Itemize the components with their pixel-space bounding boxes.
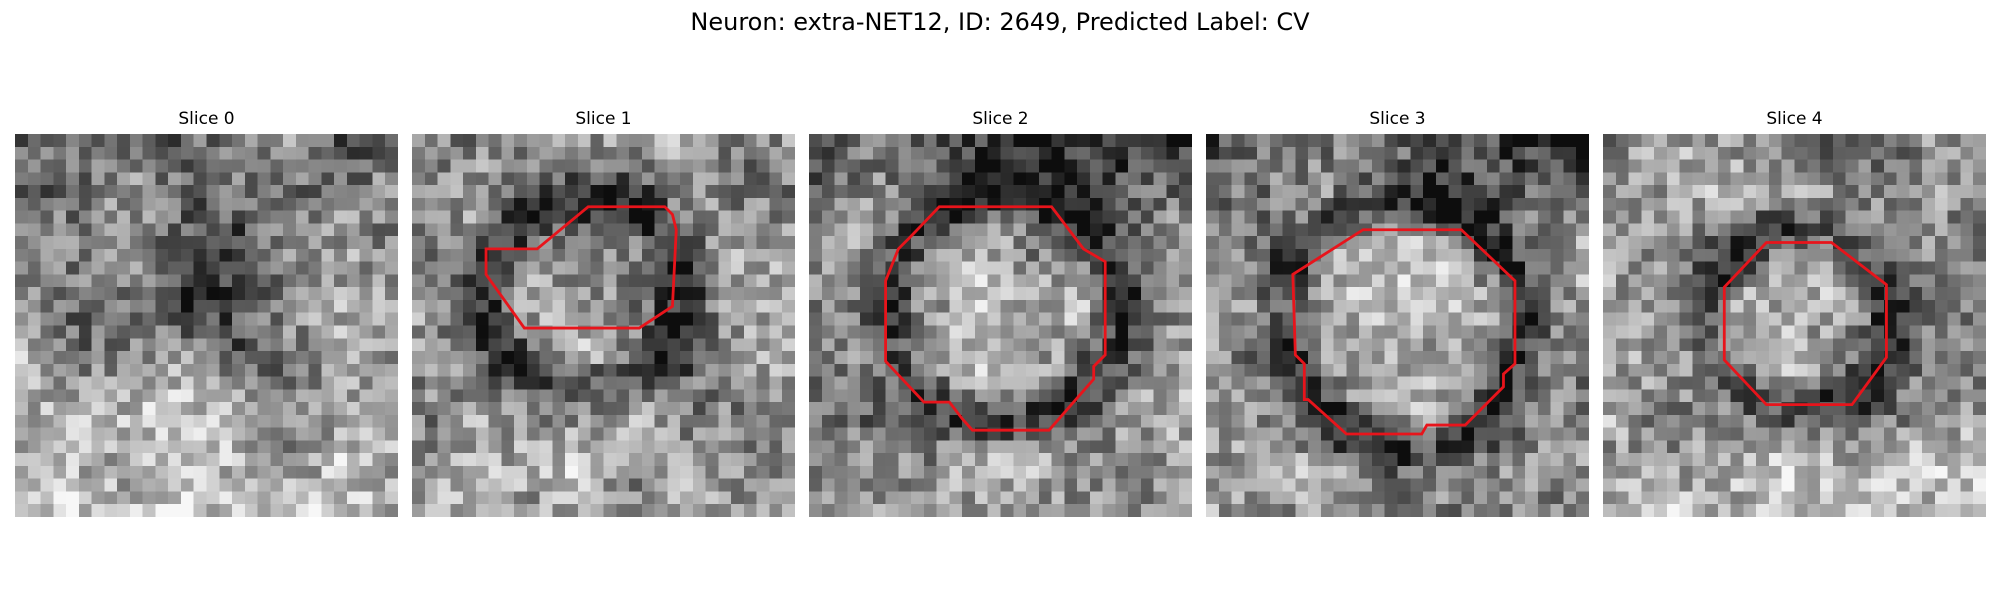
slice-panel-2: Slice 2 [809, 108, 1192, 517]
cell-contour-outline [1291, 228, 1517, 436]
figure-title: Neuron: extra-NET12, ID: 2649, Predicted… [690, 8, 1310, 36]
slice-image-4 [1603, 134, 1986, 517]
cell-contour-outline [484, 205, 678, 330]
slice-panel-1: Slice 1 [412, 108, 795, 517]
slice-title-2: Slice 2 [972, 109, 1029, 129]
slice-panel-3: Slice 3 [1206, 108, 1589, 517]
slice-title-4: Slice 4 [1766, 109, 1823, 129]
slice-panel-4: Slice 4 [1603, 108, 1986, 517]
slice-panel-0: Slice 0 [15, 108, 398, 517]
slice-title-3: Slice 3 [1369, 109, 1426, 129]
slice-title-0: Slice 0 [178, 109, 235, 129]
slice-image-0 [15, 134, 398, 517]
slice-image-3 [1206, 134, 1589, 517]
slice-image-2 [809, 134, 1192, 517]
cell-contour-outline [1722, 241, 1888, 407]
slice-title-1: Slice 1 [575, 109, 632, 129]
slice-image-1 [412, 134, 795, 517]
cell-contour-outline [884, 205, 1107, 432]
